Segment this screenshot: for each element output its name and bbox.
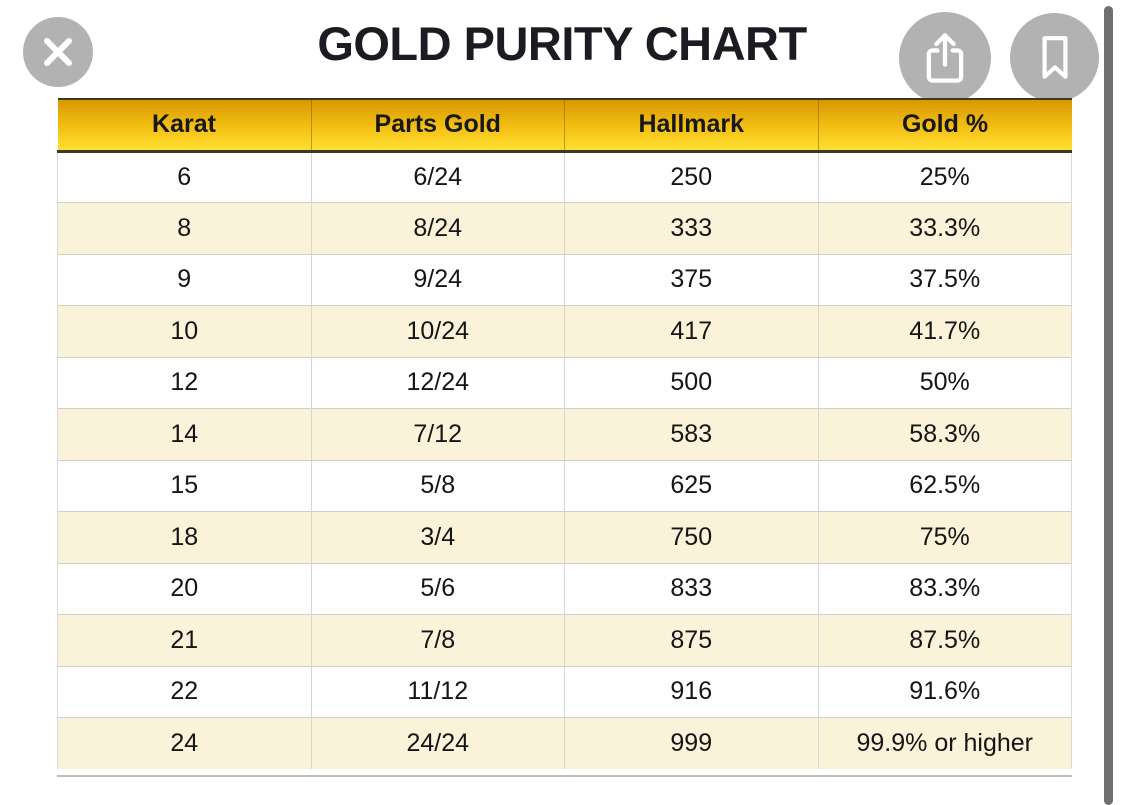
table-cell: 33.3% — [817, 202, 1072, 254]
table-cell: 3/4 — [310, 511, 565, 563]
table-cell: 750 — [564, 511, 818, 563]
scrollbar[interactable] — [1104, 6, 1113, 805]
close-icon — [38, 32, 78, 72]
table-cell: 8 — [57, 202, 311, 254]
table-row: 21 7/8 875 87.5% — [57, 614, 1072, 666]
table-cell: 12/24 — [310, 356, 565, 409]
table-cell: 375 — [564, 253, 818, 306]
table-row: 9 9/24 375 37.5% — [57, 253, 1072, 306]
share-button[interactable] — [899, 12, 991, 104]
column-header: Hallmark — [564, 98, 818, 153]
table-cell: 62.5% — [817, 459, 1072, 512]
table-row: 18 3/4 750 75% — [57, 511, 1072, 563]
table-cell: 500 — [564, 356, 818, 409]
column-header: Parts Gold — [310, 98, 565, 153]
table-row: 24 24/24 999 99.9% or higher — [57, 717, 1072, 769]
table-row: 22 11/12 916 91.6% — [57, 665, 1072, 718]
table-cell: 6/24 — [310, 151, 565, 203]
table-row: 14 7/12 583 58.3% — [57, 408, 1072, 460]
table-cell: 417 — [564, 305, 818, 357]
table-cell: 91.6% — [817, 665, 1072, 718]
table-cell: 10/24 — [310, 305, 565, 357]
table-cell: 9 — [57, 253, 311, 306]
table-cell: 875 — [564, 614, 818, 666]
table-cell: 18 — [57, 511, 311, 563]
table-cell: 833 — [564, 562, 818, 615]
table-cell: 22 — [57, 665, 311, 718]
table-cell: 24/24 — [310, 717, 565, 769]
table-cell: 83.3% — [817, 562, 1072, 615]
table-row: 10 10/24 417 41.7% — [57, 305, 1072, 357]
table-cell: 5/8 — [310, 459, 565, 512]
table-row: 6 6/24 250 25% — [57, 151, 1072, 203]
table-cell: 333 — [564, 202, 818, 254]
column-header: Gold % — [817, 98, 1072, 153]
table-cell: 7/12 — [310, 408, 565, 460]
table-cell: 58.3% — [817, 408, 1072, 460]
table-cell: 12 — [57, 356, 311, 409]
table-cell: 916 — [564, 665, 818, 718]
table-cell: 37.5% — [817, 253, 1072, 306]
table-cell: 50% — [817, 356, 1072, 409]
close-button[interactable] — [23, 17, 93, 87]
share-icon — [920, 30, 970, 86]
table-cell: 999 — [564, 717, 818, 769]
table-cell: 11/12 — [310, 665, 565, 718]
table-cell: 15 — [57, 459, 311, 512]
table-cell: 10 — [57, 305, 311, 357]
table-cell: 9/24 — [310, 253, 565, 306]
table-body: 6 6/24 250 25% 8 8/24 333 33.3% 9 9/24 375 37.5% 10 1… — [57, 151, 1072, 769]
table-cell: 87.5% — [817, 614, 1072, 666]
table-row: 20 5/6 833 83.3% — [57, 562, 1072, 615]
bookmark-icon — [1032, 33, 1078, 83]
table-row: 12 12/24 500 50% — [57, 356, 1072, 409]
table-row: 8 8/24 333 33.3% — [57, 202, 1072, 254]
table-cell: 99.9% or higher — [817, 717, 1072, 769]
table-cell: 583 — [564, 408, 818, 460]
gold-purity-table: Karat Parts Gold Hallmark Gold % 6 6/24 250 25… — [57, 98, 1072, 777]
table-cell: 41.7% — [817, 305, 1072, 357]
table-cell: 5/6 — [310, 562, 565, 615]
table-cell: 24 — [57, 717, 311, 769]
table-cell: 8/24 — [310, 202, 565, 254]
column-header: Karat — [57, 98, 311, 153]
page-title: GOLD PURITY CHART — [317, 17, 807, 70]
table-cell: 20 — [57, 562, 311, 615]
table-row: 15 5/8 625 62.5% — [57, 459, 1072, 512]
table-header-row: Karat Parts Gold Hallmark Gold % — [57, 98, 1072, 153]
table-cell: 6 — [57, 151, 311, 203]
table-cell: 7/8 — [310, 614, 565, 666]
table-cell: 21 — [57, 614, 311, 666]
bookmark-button[interactable] — [1010, 13, 1099, 102]
table-cell: 75% — [817, 511, 1072, 563]
table-cell: 250 — [564, 151, 818, 203]
table-cell: 25% — [817, 151, 1072, 203]
table-cell: 14 — [57, 408, 311, 460]
table-cell: 625 — [564, 459, 818, 512]
